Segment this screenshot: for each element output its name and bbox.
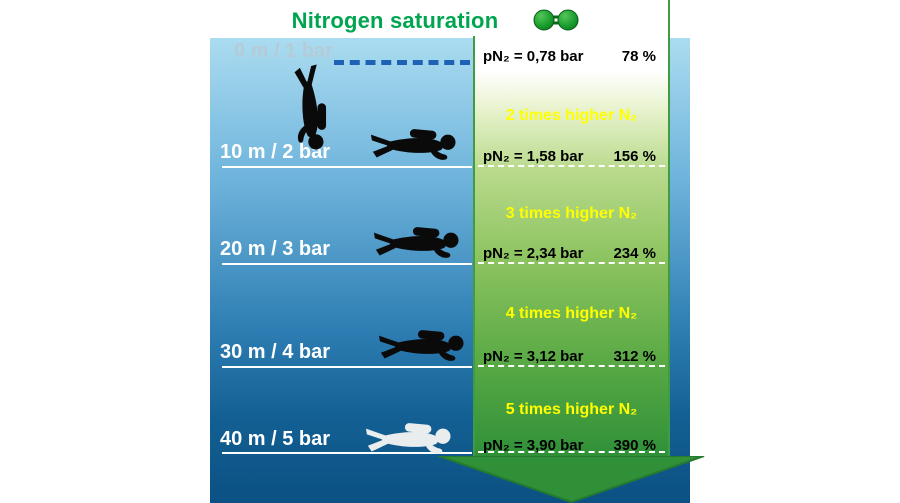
pn2-percent-30m: 312 % bbox=[613, 347, 656, 365]
depth-line-10m bbox=[222, 166, 472, 168]
pn2-row-20m: pN₂ = 2,34 bar 234 % bbox=[477, 244, 666, 262]
diver-20m-icon bbox=[373, 224, 468, 266]
pn2-value-10m: pN₂ = 1,58 bar bbox=[483, 147, 584, 165]
depth-label-0m: 0 m / 1 bar bbox=[234, 40, 333, 62]
band-dashed-line-40m bbox=[478, 451, 665, 453]
higher-n2-label-20m: 3 times higher N₂ bbox=[505, 205, 638, 222]
diver-40m-icon bbox=[365, 420, 460, 462]
higher-n2-label-10m: 2 times higher N₂ bbox=[505, 107, 638, 124]
band-dashed-line-10m bbox=[478, 165, 665, 167]
higher-n2-label-30m: 4 times higher N₂ bbox=[505, 305, 638, 322]
diagram-title: Nitrogen saturation bbox=[291, 8, 499, 33]
pn2-row-40m: pN₂ = 3,90 bar 390 % bbox=[477, 436, 666, 454]
pn2-value-40m: pN₂ = 3,90 bar bbox=[483, 436, 584, 454]
surface-dashed-line bbox=[334, 60, 470, 65]
saturation-band bbox=[473, 0, 670, 457]
down-arrow-head bbox=[438, 456, 705, 503]
pn2-value-20m: pN₂ = 2,34 bar bbox=[483, 244, 584, 262]
pn2-row-10m: pN₂ = 1,58 bar 156 % bbox=[477, 147, 666, 165]
higher-n2-label-40m: 5 times higher N₂ bbox=[505, 401, 638, 418]
band-dashed-line-30m bbox=[478, 365, 665, 367]
diver-10m-icon bbox=[370, 126, 465, 168]
depth-line-20m bbox=[222, 263, 472, 265]
pn2-row-30m: pN₂ = 3,12 bar 312 % bbox=[477, 347, 666, 365]
depth-label-20m: 20 m / 3 bar bbox=[220, 238, 331, 260]
depth-line-40m bbox=[222, 452, 472, 454]
nitrogen-molecule-icon bbox=[533, 9, 579, 31]
pn2-value-0m: pN₂ = 0,78 bar bbox=[483, 47, 584, 65]
pn2-percent-10m: 156 % bbox=[613, 147, 656, 165]
depth-label-10m: 10 m / 2 bar bbox=[220, 141, 331, 163]
diver-30m-icon bbox=[378, 327, 473, 369]
depth-line-30m bbox=[222, 366, 472, 368]
band-dashed-line-20m bbox=[478, 262, 665, 264]
nitrogen-saturation-diagram: Nitrogen saturation 0 m / 1 bar pN₂ = 0,… bbox=[210, 0, 705, 503]
pn2-percent-20m: 234 % bbox=[613, 244, 656, 262]
diver-descending-icon bbox=[283, 63, 333, 161]
saturation-band-left-border bbox=[473, 36, 475, 457]
pn2-row-0m: pN₂ = 0,78 bar 78 % bbox=[477, 47, 666, 65]
pn2-percent-0m: 78 % bbox=[621, 47, 656, 65]
depth-label-40m: 40 m / 5 bar bbox=[220, 428, 331, 450]
pn2-percent-40m: 390 % bbox=[613, 436, 656, 454]
depth-label-30m: 30 m / 4 bar bbox=[220, 341, 331, 363]
pn2-value-30m: pN₂ = 3,12 bar bbox=[483, 347, 584, 365]
